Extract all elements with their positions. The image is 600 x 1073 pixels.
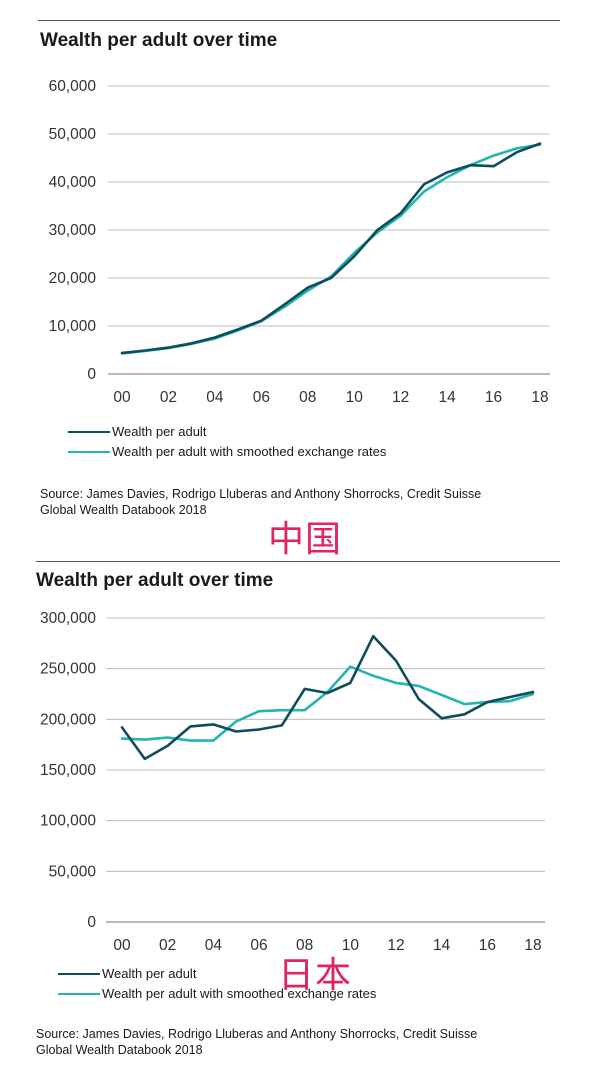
x-tick-label: 00 bbox=[113, 937, 131, 954]
y-tick-label: 250,000 bbox=[40, 661, 96, 678]
x-tick-label: 08 bbox=[296, 937, 313, 954]
series-line-smoothed-exchange-rates bbox=[120, 665, 535, 742]
chart-title: Wealth per adult over time bbox=[36, 570, 274, 591]
series-line-wealth-per-adult bbox=[120, 142, 542, 355]
x-tick-label: 18 bbox=[531, 389, 548, 406]
legend-label: Wealth per adult bbox=[102, 966, 197, 981]
line-chart-japan: 0 50,000 100,000 150,000 200,000 250,000 300,0… bbox=[40, 610, 545, 954]
line-chart-china: 0 10,000 20,000 30,000 40,000 50,000 60,000 00 0… bbox=[49, 78, 550, 406]
y-tick-label: 60,000 bbox=[49, 78, 97, 95]
source-line-2: Global Wealth Databook 2018 bbox=[36, 1043, 203, 1057]
x-tick-label: 14 bbox=[438, 389, 456, 406]
y-tick-label: 10,000 bbox=[49, 318, 97, 335]
x-tick-label: 10 bbox=[342, 937, 360, 954]
x-tick-label: 00 bbox=[113, 389, 131, 406]
country-annotation-japan: 日本 bbox=[278, 955, 353, 996]
source-line-1: Source: James Davies, Rodrigo Lluberas a… bbox=[36, 1027, 478, 1041]
legend-label: Wealth per adult with smoothed exchange … bbox=[102, 986, 377, 1001]
x-tick-label: 02 bbox=[160, 389, 177, 406]
x-tick-label: 04 bbox=[205, 937, 223, 954]
x-tick-label: 12 bbox=[392, 389, 409, 406]
x-tick-label: 08 bbox=[299, 389, 316, 406]
x-tick-label: 04 bbox=[206, 389, 224, 406]
y-tick-label: 20,000 bbox=[49, 270, 97, 287]
source-line-1: Source: James Davies, Rodrigo Lluberas a… bbox=[40, 487, 482, 501]
chart-source-note: Source: James Davies, Rodrigo Lluberas a… bbox=[36, 1026, 566, 1058]
legend-swatch-dark bbox=[58, 973, 100, 975]
legend-entry-series-1: Wealth per adult bbox=[68, 422, 528, 442]
legend-label: Wealth per adult with smoothed exchange … bbox=[112, 444, 387, 459]
series-line-wealth-per-adult bbox=[120, 634, 535, 761]
x-tick-label: 12 bbox=[387, 937, 404, 954]
chart-legend: Wealth per adult Wealth per adult with s… bbox=[58, 964, 518, 1004]
chart-top-rule bbox=[36, 561, 560, 562]
y-tick-label: 50,000 bbox=[49, 126, 97, 143]
country-annotation-china: 中国 bbox=[268, 519, 343, 560]
y-tick-label: 300,000 bbox=[40, 610, 96, 627]
x-tick-label: 14 bbox=[433, 937, 451, 954]
y-tick-label: 50,000 bbox=[49, 863, 97, 880]
y-tick-label: 40,000 bbox=[49, 174, 97, 191]
legend-entry-series-2: Wealth per adult with smoothed exchange … bbox=[58, 984, 518, 1004]
x-tick-label: 18 bbox=[524, 937, 541, 954]
x-tick-label: 06 bbox=[253, 389, 270, 406]
legend-entry-series-2: Wealth per adult with smoothed exchange … bbox=[68, 442, 528, 462]
y-tick-label: 150,000 bbox=[40, 762, 96, 779]
legend-swatch-dark bbox=[68, 431, 110, 433]
x-tick-label: 06 bbox=[250, 937, 267, 954]
y-tick-label: 200,000 bbox=[40, 711, 96, 728]
y-tick-label: 30,000 bbox=[49, 222, 97, 239]
chart-title: Wealth per adult over time bbox=[40, 30, 278, 51]
chart-panel-china: Wealth per adult over time 0 10,000 20,000… bbox=[38, 20, 560, 560]
legend-swatch-teal bbox=[58, 993, 100, 995]
legend-entry-series-1: Wealth per adult bbox=[58, 964, 518, 984]
x-tick-label: 16 bbox=[479, 937, 496, 954]
chart-legend: Wealth per adult Wealth per adult with s… bbox=[68, 422, 528, 462]
y-tick-label: 100,000 bbox=[40, 813, 96, 830]
source-line-2: Global Wealth Databook 2018 bbox=[40, 503, 207, 517]
legend-swatch-teal bbox=[68, 451, 110, 453]
chart-top-rule bbox=[38, 20, 560, 21]
x-tick-label: 16 bbox=[485, 389, 502, 406]
x-tick-label: 10 bbox=[346, 389, 364, 406]
y-tick-label: 0 bbox=[87, 914, 96, 931]
y-tick-label: 0 bbox=[87, 366, 96, 383]
chart-source-note: Source: James Davies, Rodrigo Lluberas a… bbox=[40, 486, 560, 518]
legend-label: Wealth per adult bbox=[112, 424, 207, 439]
x-tick-label: 02 bbox=[159, 937, 176, 954]
